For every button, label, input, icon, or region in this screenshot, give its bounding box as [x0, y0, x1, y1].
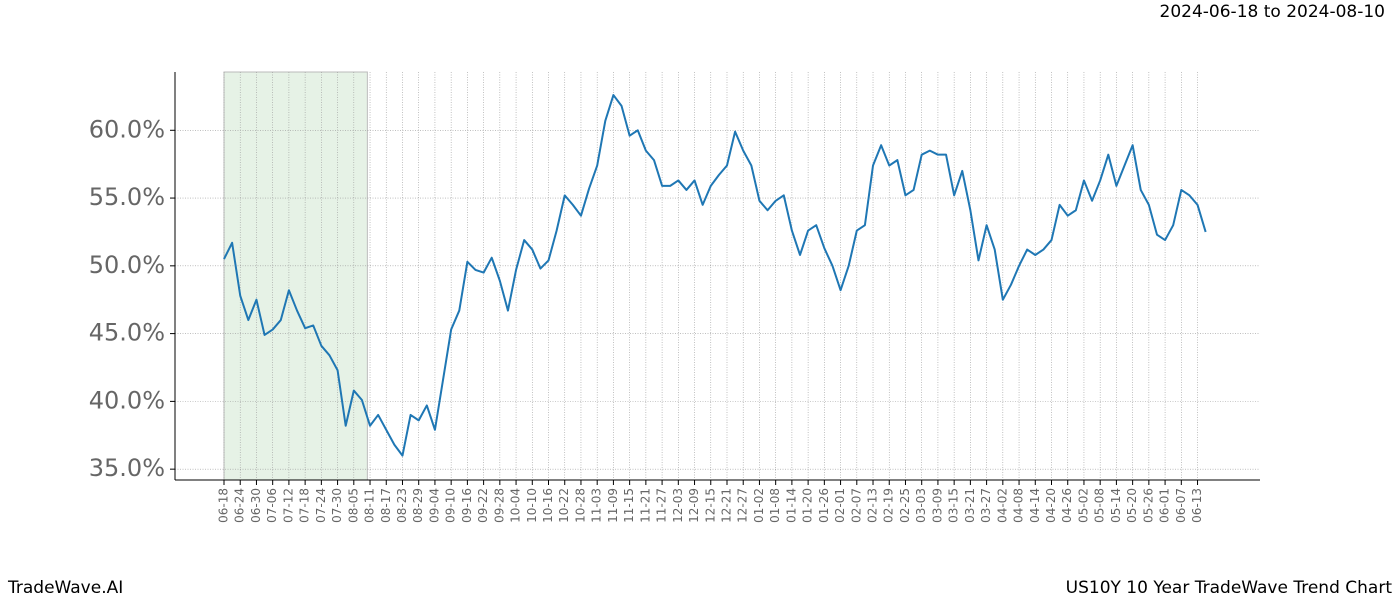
- x-tick-label: 06-13: [1190, 488, 1204, 523]
- x-tick-label: 03-15: [947, 488, 961, 523]
- x-tick-label: 02-25: [898, 488, 912, 523]
- x-tick-label: 11-21: [638, 488, 652, 523]
- x-tick-label: 05-14: [1109, 488, 1123, 523]
- x-tick-label: 02-01: [833, 488, 847, 523]
- x-tick-label: 05-20: [1125, 488, 1139, 523]
- x-tick-label: 06-01: [1158, 488, 1172, 523]
- x-tick-label: 01-20: [801, 488, 815, 523]
- x-tick-label: 11-09: [606, 488, 620, 523]
- x-tick-label: 12-03: [671, 488, 685, 523]
- y-tick-label: 50.0%: [89, 251, 165, 279]
- x-tick-label: 01-14: [784, 488, 798, 523]
- x-tick-label: 06-30: [249, 488, 263, 523]
- y-tick-label: 35.0%: [89, 454, 165, 482]
- x-tick-label: 03-03: [914, 488, 928, 523]
- chart-subtitle: 2024-06-18 to 2024-08-10: [1160, 2, 1385, 22]
- x-tick-label: 05-08: [1093, 488, 1107, 523]
- y-tick-label: 45.0%: [89, 319, 165, 347]
- x-tick-label: 10-28: [573, 488, 587, 523]
- x-tick-label: 02-19: [882, 488, 896, 523]
- x-tick-label: 08-23: [395, 488, 409, 523]
- x-tick-label: 02-07: [849, 488, 863, 523]
- x-tick-label: 10-10: [525, 488, 539, 523]
- x-tick-label: 11-03: [590, 488, 604, 523]
- highlight-span: [223, 71, 368, 481]
- x-tick-label: 07-06: [265, 488, 279, 523]
- x-tick-label: 08-17: [379, 488, 393, 523]
- x-tick-label: 12-15: [703, 488, 717, 523]
- x-tick-label: 11-15: [622, 488, 636, 523]
- x-tick-label: 06-24: [233, 488, 247, 523]
- brand: TradeWave.AI: [7, 578, 123, 598]
- x-tick-label: 03-27: [979, 488, 993, 523]
- x-tick-label: 06-18: [217, 488, 231, 523]
- x-tick-label: 02-13: [866, 488, 880, 523]
- chart-title: US10Y 10 Year TradeWave Trend Chart: [1066, 578, 1393, 598]
- x-tick-label: 11-27: [655, 488, 669, 523]
- x-tick-label: 12-09: [687, 488, 701, 523]
- x-tick-label: 09-10: [444, 488, 458, 523]
- x-tick-label: 09-28: [492, 488, 506, 523]
- x-tick-label: 07-24: [314, 488, 328, 523]
- x-tick-label: 10-16: [541, 488, 555, 523]
- x-tick-label: 09-16: [460, 488, 474, 523]
- x-tick-label: 04-14: [1028, 488, 1042, 523]
- x-tick-label: 04-20: [1044, 488, 1058, 523]
- y-tick-label: 55.0%: [89, 183, 165, 211]
- x-tick-label: 10-22: [557, 488, 571, 523]
- x-tick-label: 12-27: [736, 488, 750, 523]
- x-tick-label: 09-22: [476, 488, 490, 523]
- x-tick-label: 04-08: [1012, 488, 1026, 523]
- x-tick-label: 04-02: [995, 488, 1009, 523]
- x-tick-label: 04-26: [1060, 488, 1074, 523]
- x-tick-label: 03-21: [963, 488, 977, 523]
- x-tick-label: 08-11: [363, 488, 377, 523]
- x-tick-label: 06-07: [1174, 488, 1188, 523]
- y-tick-label: 60.0%: [89, 115, 165, 143]
- trend-line: [223, 94, 1207, 457]
- x-tick-label: 08-29: [411, 488, 425, 523]
- x-tick-label: 09-04: [427, 488, 441, 523]
- x-tick-label: 01-26: [817, 488, 831, 523]
- x-tick-label: 10-04: [509, 488, 523, 523]
- x-tick-label: 01-02: [752, 488, 766, 523]
- x-tick-label: 08-05: [346, 488, 360, 523]
- y-tick-label: 40.0%: [89, 386, 165, 414]
- x-tick-label: 03-09: [930, 488, 944, 523]
- x-tick-label: 01-08: [768, 488, 782, 523]
- x-tick-label: 12-21: [719, 488, 733, 523]
- x-tick-label: 07-30: [330, 488, 344, 523]
- x-tick-label: 07-12: [281, 488, 295, 523]
- x-tick-label: 05-26: [1141, 488, 1155, 523]
- x-tick-label: 07-18: [298, 488, 312, 523]
- x-tick-label: 05-02: [1076, 488, 1090, 523]
